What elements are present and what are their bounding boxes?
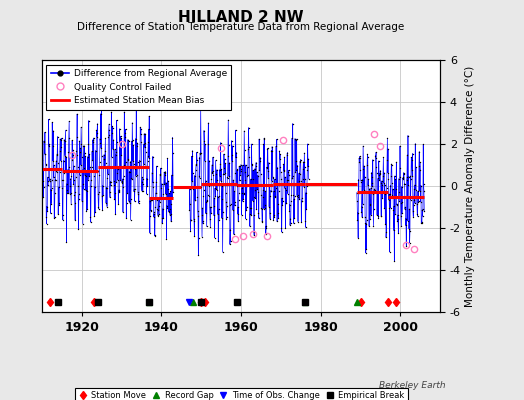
Legend: Station Move, Record Gap, Time of Obs. Change, Empirical Break: Station Move, Record Gap, Time of Obs. C…	[74, 388, 408, 400]
Y-axis label: Monthly Temperature Anomaly Difference (°C): Monthly Temperature Anomaly Difference (…	[465, 65, 475, 307]
Text: Difference of Station Temperature Data from Regional Average: Difference of Station Temperature Data f…	[78, 22, 405, 32]
Text: Berkeley Earth: Berkeley Earth	[379, 381, 445, 390]
Text: HILLAND 2 NW: HILLAND 2 NW	[178, 10, 304, 25]
